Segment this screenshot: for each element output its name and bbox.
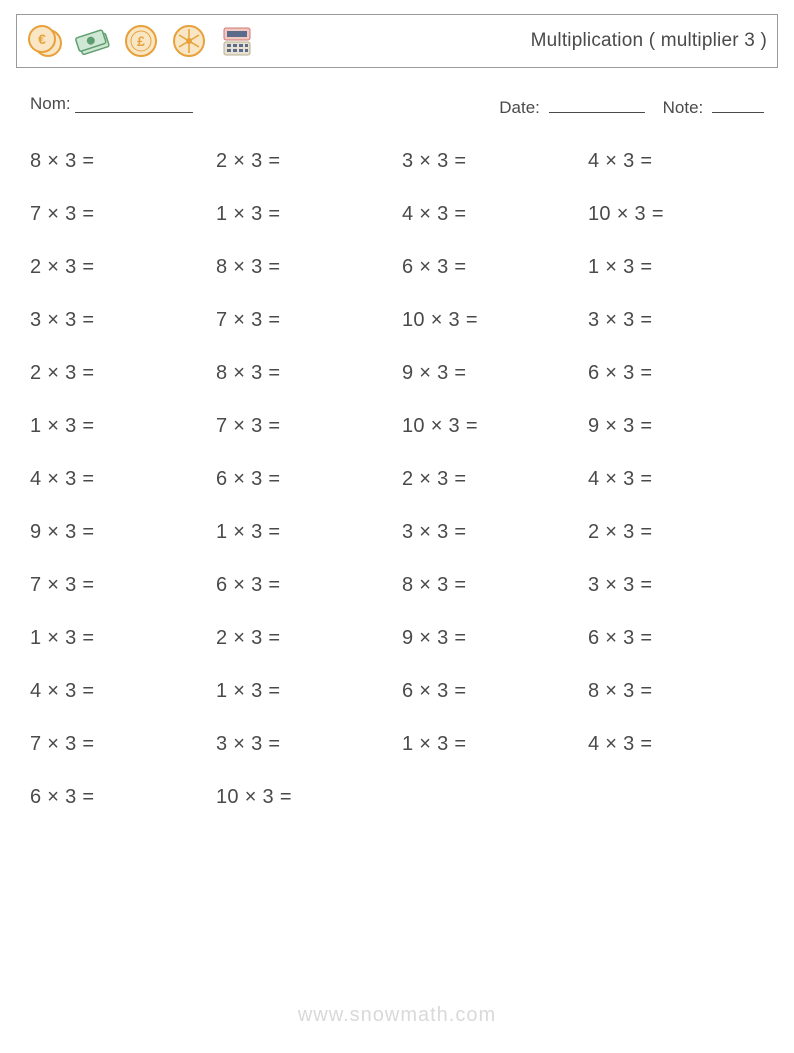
name-blank[interactable] (75, 94, 193, 113)
problem-cell: 6 × 3 = (588, 627, 774, 650)
problem-cell: 3 × 3 = (30, 309, 216, 332)
header-icons: € £ (25, 21, 257, 61)
problem-cell: 6 × 3 = (30, 786, 216, 809)
problem-cell: 9 × 3 = (30, 521, 216, 544)
problems-grid: 8 × 3 =2 × 3 =3 × 3 =4 × 3 =7 × 3 =1 × 3… (30, 150, 778, 809)
problem-cell: 7 × 3 = (30, 574, 216, 597)
problem-cell: 1 × 3 = (30, 627, 216, 650)
problem-cell: 6 × 3 = (216, 574, 402, 597)
problem-cell: 6 × 3 = (588, 362, 774, 385)
problem-cell: 10 × 3 = (402, 415, 588, 438)
note-blank[interactable] (712, 94, 764, 113)
problem-cell: 2 × 3 = (30, 256, 216, 279)
cash-stack-icon (73, 21, 113, 61)
problem-cell: 8 × 3 = (30, 150, 216, 173)
info-row: Nom: Date: Note: (30, 94, 764, 118)
problem-cell: 2 × 3 = (402, 468, 588, 491)
problem-cell: 8 × 3 = (402, 574, 588, 597)
footer-watermark: www.snowmath.com (0, 1004, 794, 1027)
problem-cell: 1 × 3 = (30, 415, 216, 438)
problem-cell: 6 × 3 = (216, 468, 402, 491)
problem-cell: 4 × 3 = (30, 468, 216, 491)
problem-cell (588, 786, 774, 809)
header-box: € £ (16, 14, 778, 68)
problem-cell: 7 × 3 = (216, 415, 402, 438)
problem-cell: 1 × 3 = (216, 680, 402, 703)
problem-cell: 3 × 3 = (402, 150, 588, 173)
problem-cell: 1 × 3 = (216, 203, 402, 226)
problem-cell: 3 × 3 = (588, 574, 774, 597)
date-blank[interactable] (549, 94, 645, 113)
problem-cell: 1 × 3 = (588, 256, 774, 279)
worksheet-title: Multiplication ( multiplier 3 ) (531, 30, 767, 52)
note-label: Note: (663, 98, 704, 117)
problem-cell: 9 × 3 = (588, 415, 774, 438)
pound-coin-icon: £ (121, 21, 161, 61)
problem-cell: 3 × 3 = (216, 733, 402, 756)
problem-cell: 2 × 3 = (588, 521, 774, 544)
problem-cell: 10 × 3 = (588, 203, 774, 226)
problem-cell: 2 × 3 = (30, 362, 216, 385)
problem-cell: 4 × 3 = (588, 468, 774, 491)
problem-cell: 4 × 3 = (588, 733, 774, 756)
problem-cell: 4 × 3 = (588, 150, 774, 173)
problem-cell: 3 × 3 = (402, 521, 588, 544)
problem-cell (402, 786, 588, 809)
problem-cell: 4 × 3 = (30, 680, 216, 703)
svg-text:€: € (38, 31, 46, 47)
problem-cell: 7 × 3 = (30, 203, 216, 226)
problem-cell: 10 × 3 = (402, 309, 588, 332)
problem-cell: 2 × 3 = (216, 150, 402, 173)
problem-cell: 10 × 3 = (216, 786, 402, 809)
crypto-coin-icon (169, 21, 209, 61)
problem-cell: 1 × 3 = (216, 521, 402, 544)
problem-cell: 9 × 3 = (402, 362, 588, 385)
problem-cell: 6 × 3 = (402, 256, 588, 279)
name-label: Nom: (30, 94, 71, 118)
svg-text:£: £ (137, 33, 145, 49)
problem-cell: 7 × 3 = (30, 733, 216, 756)
problem-cell: 6 × 3 = (402, 680, 588, 703)
problem-cell: 9 × 3 = (402, 627, 588, 650)
problem-cell: 8 × 3 = (588, 680, 774, 703)
problem-cell: 7 × 3 = (216, 309, 402, 332)
date-label: Date: (499, 98, 540, 117)
problem-cell: 8 × 3 = (216, 256, 402, 279)
calculator-icon (217, 21, 257, 61)
problem-cell: 2 × 3 = (216, 627, 402, 650)
problem-cell: 3 × 3 = (588, 309, 774, 332)
problem-cell: 1 × 3 = (402, 733, 588, 756)
problem-cell: 4 × 3 = (402, 203, 588, 226)
problem-cell: 8 × 3 = (216, 362, 402, 385)
euro-coins-icon: € (25, 21, 65, 61)
